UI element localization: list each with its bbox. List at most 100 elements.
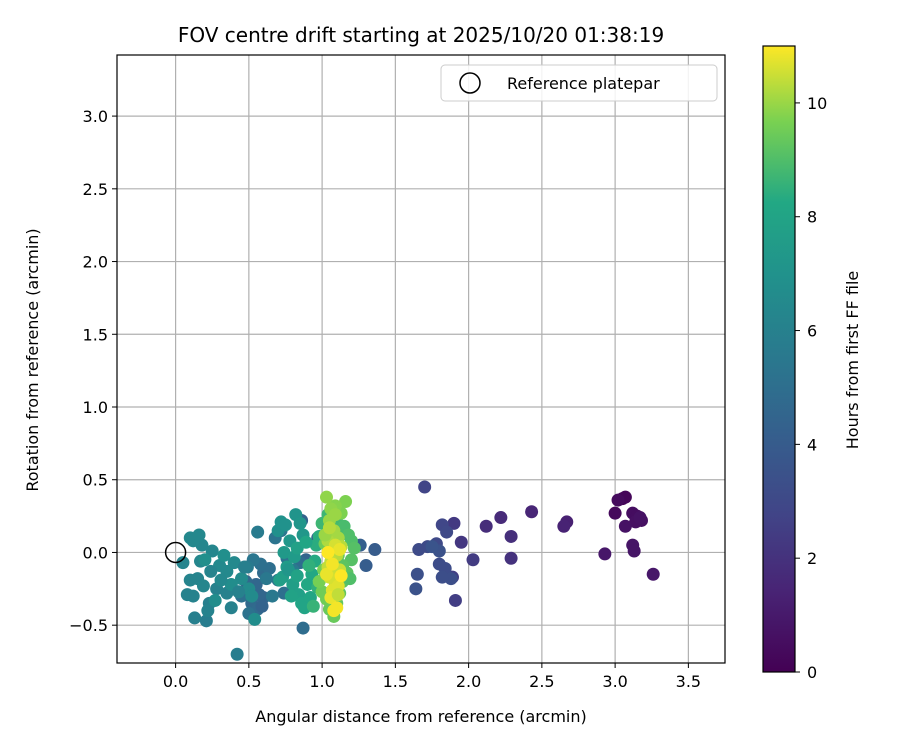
data-point [251, 525, 265, 539]
data-point [368, 543, 382, 557]
chart-title: FOV centre drift starting at 2025/10/20 … [178, 23, 664, 47]
x-axis-title: Angular distance from reference (arcmin) [255, 707, 586, 726]
colorbar-tick-label: 10 [807, 94, 827, 113]
data-point [196, 579, 210, 593]
x-tick-label: 2.5 [529, 672, 554, 691]
data-point [321, 545, 335, 559]
data-point [201, 604, 215, 618]
data-point [198, 553, 212, 567]
colorbar-tick-label: 0 [807, 663, 817, 682]
plot-area: 0.0 0.5 1.0 1.5 2.0 2.5 3.0 3.5 −0.5 0.0 0.5 1.0 1.5… [69, 54, 726, 691]
data-point [235, 572, 249, 586]
data-point [418, 480, 432, 494]
data-point [299, 535, 313, 549]
y-tick-label: 0.5 [83, 471, 108, 490]
y-tick-label: 1.5 [83, 325, 108, 344]
data-point [176, 556, 190, 570]
data-point [410, 567, 424, 581]
colorbar-tick-label: 2 [807, 549, 817, 568]
data-point [359, 559, 373, 573]
data-point [611, 493, 625, 507]
colorbar-tick-label: 4 [807, 435, 817, 454]
data-point [277, 545, 291, 559]
legend-box [440, 64, 718, 102]
data-point [296, 621, 310, 635]
data-point [339, 495, 353, 509]
data-point [440, 525, 454, 539]
data-point [306, 599, 320, 613]
data-point [525, 505, 539, 519]
data-point [180, 588, 194, 602]
data-point [259, 572, 273, 586]
colorbar-title: Hours from first FF file [843, 271, 862, 450]
data-point [447, 516, 461, 530]
data-point [435, 570, 449, 584]
data-point [300, 577, 314, 591]
data-point [320, 490, 334, 504]
data-point [255, 599, 269, 613]
colorbar-tick-label: 6 [807, 322, 817, 341]
x-tick-label: 3.5 [676, 672, 701, 691]
data-point [466, 553, 480, 567]
y-tick-label: 2.0 [83, 253, 108, 272]
data-point [608, 506, 622, 520]
data-point [448, 593, 462, 607]
data-point [199, 614, 213, 628]
data-point [217, 548, 231, 562]
data-point [293, 516, 307, 530]
data-point [205, 544, 219, 558]
data-point [188, 611, 202, 625]
y-tick-label: 1.0 [83, 398, 108, 417]
data-point [325, 557, 339, 571]
y-tick-label: −0.5 [69, 616, 108, 635]
data-point [504, 529, 518, 543]
data-point [618, 519, 632, 533]
colorbar-scale [762, 45, 796, 673]
data-point [248, 612, 262, 626]
data-point [278, 518, 292, 532]
x-tick-label: 2.0 [456, 672, 481, 691]
reference-marker [164, 541, 187, 564]
x-tick-label: 1.0 [309, 672, 334, 691]
y-axis-title: Rotation from reference (arcmin) [23, 228, 42, 491]
data-point [227, 556, 241, 570]
data-point [504, 551, 518, 565]
data-point [627, 544, 641, 558]
data-point [347, 541, 361, 555]
data-point [425, 540, 439, 554]
data-point [412, 543, 426, 557]
data-point [290, 569, 304, 583]
x-tick-label: 3.0 [602, 672, 627, 691]
data-point [183, 573, 197, 587]
legend: Reference platepar [440, 64, 718, 102]
data-point [333, 543, 347, 557]
data-point [633, 511, 647, 525]
data-point [409, 582, 423, 596]
data-point [598, 547, 612, 561]
legend-label: Reference platepar [507, 74, 660, 93]
data-point [232, 585, 246, 599]
data-point [334, 569, 348, 583]
data-point [327, 604, 341, 618]
data-point [479, 519, 493, 533]
data-point [237, 560, 251, 574]
data-point [557, 519, 571, 533]
y-tick-label: 3.0 [83, 107, 108, 126]
data-point [230, 647, 244, 661]
data-point [646, 567, 660, 581]
colorbar-tick-label: 8 [807, 208, 817, 227]
colorbar: 0 2 4 6 8 10 [762, 45, 827, 682]
data-point [192, 528, 206, 542]
data-point [331, 588, 345, 602]
data-point [208, 593, 222, 607]
x-tick-label: 0.0 [163, 672, 188, 691]
data-point [322, 521, 336, 535]
data-point [204, 564, 218, 578]
data-point [320, 567, 334, 581]
x-tick-label: 1.5 [383, 672, 408, 691]
data-point [245, 589, 259, 603]
plot-frame [116, 54, 726, 664]
data-point [494, 511, 508, 525]
x-tick-label: 0.5 [236, 672, 261, 691]
